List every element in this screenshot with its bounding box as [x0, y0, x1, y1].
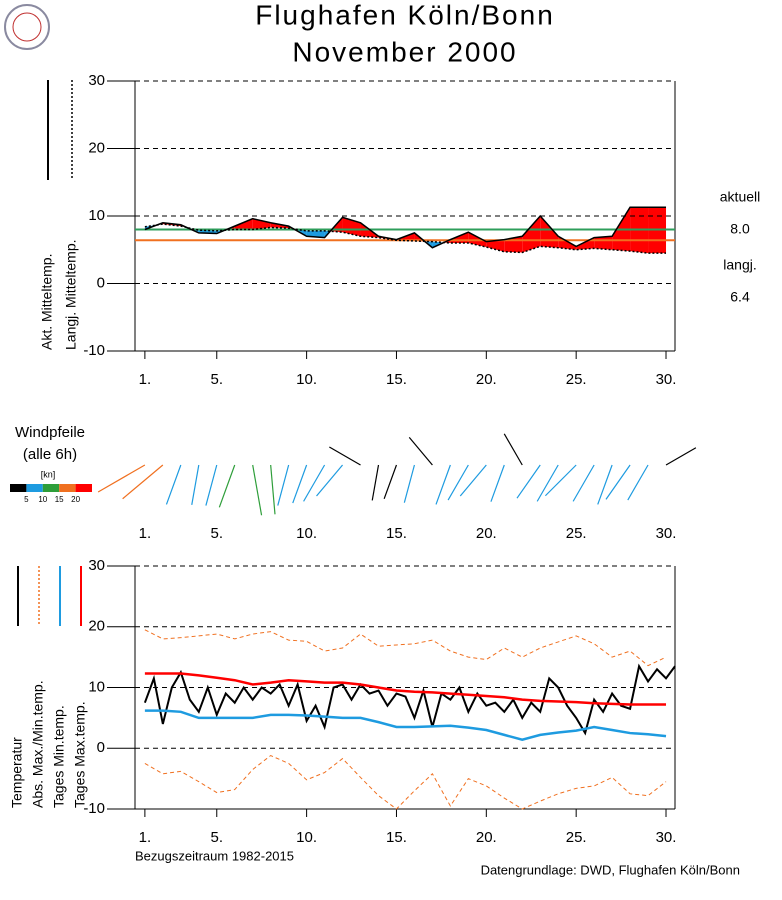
difference-fill	[522, 216, 541, 253]
wind-arrow	[490, 464, 505, 502]
y-tick-label: 30	[88, 72, 105, 89]
wind-arrow	[292, 464, 308, 504]
footer-right: Datengrundlage: DWD, Flughafen Köln/Bonn	[481, 862, 740, 877]
wind-arrow	[544, 464, 577, 497]
legend-label: Abs. Max./Min.temp.	[30, 680, 46, 808]
series-line	[144, 206, 667, 249]
legend-tick-label: 15	[55, 495, 64, 504]
wind-arrow	[572, 464, 595, 502]
y-tick-label: 10	[88, 678, 105, 695]
x-tick-label: 20.	[476, 525, 497, 542]
wind-arrow	[665, 447, 697, 466]
y-tick-label: 30	[88, 557, 105, 574]
logo	[4, 4, 50, 50]
y-tick-label: 20	[88, 139, 105, 156]
legend-title: [kn]	[41, 469, 56, 479]
y-tick-label: -10	[83, 342, 105, 359]
legend-label: Langj. Mitteltemp.	[63, 240, 79, 351]
series-line	[144, 709, 667, 742]
wind-arrow	[316, 464, 344, 497]
y-tick-label: 20	[88, 618, 105, 635]
legend-color	[10, 484, 27, 492]
wind-arrow	[97, 464, 146, 493]
difference-fill	[234, 218, 253, 230]
wind-arrow	[165, 464, 182, 505]
reference-name: aktuell	[720, 189, 760, 205]
x-tick-label: 25.	[566, 525, 587, 542]
reference-value: 8.0	[730, 221, 750, 237]
x-tick-label: 1.	[139, 371, 152, 388]
wind-arrow	[303, 464, 326, 502]
x-tick-label: 1.	[139, 829, 152, 846]
title: Flughafen Köln/Bonn	[255, 0, 555, 30]
wind-title: Windpfeile	[15, 424, 85, 441]
legend-color	[75, 484, 92, 492]
y-tick-label: 10	[88, 207, 105, 224]
x-tick-label: 20.	[476, 829, 497, 846]
wind-arrow	[270, 464, 276, 515]
x-tick-label: 10.	[296, 371, 317, 388]
x-tick-label: 25.	[566, 829, 587, 846]
reference-name: langj.	[723, 257, 756, 273]
legend-color	[26, 484, 43, 492]
x-tick-label: 15.	[386, 371, 407, 388]
subtitle: November 2000	[292, 36, 517, 67]
wind-arrow	[435, 464, 451, 505]
legend-label: Tages Min.temp.	[51, 705, 67, 808]
wind-arrow	[597, 464, 613, 505]
difference-fill	[594, 236, 613, 250]
wind-arrow	[403, 464, 416, 503]
legend-label: Temperatur	[9, 737, 25, 808]
legend-tick-label: 20	[71, 495, 80, 504]
wind-arrow	[536, 464, 559, 502]
wind-arrow	[252, 464, 263, 516]
wind-arrow	[605, 464, 631, 500]
legend-label: Akt. Mitteltemp.	[39, 254, 55, 350]
x-tick-label: 5.	[211, 525, 224, 542]
difference-fill	[486, 239, 505, 252]
wind-arrow	[516, 464, 541, 499]
wind-subtitle: (alle 6h)	[23, 446, 77, 463]
wind-arrow	[122, 464, 164, 500]
logo-inner	[12, 12, 42, 42]
x-tick-label: 5.	[211, 371, 224, 388]
wind-arrow	[459, 464, 487, 497]
legend-label: Tages Max.temp.	[72, 701, 88, 808]
x-tick-label: 25.	[566, 371, 587, 388]
x-tick-label: 30.	[656, 829, 677, 846]
difference-fill	[252, 218, 271, 230]
x-tick-label: 20.	[476, 371, 497, 388]
x-tick-label: 15.	[386, 525, 407, 542]
wind-arrow	[408, 437, 433, 466]
wind-arrow	[627, 464, 649, 501]
wind-arrow	[383, 464, 398, 500]
y-tick-label: -10	[83, 800, 105, 817]
reference-value: 6.4	[730, 289, 750, 305]
x-tick-label: 30.	[656, 525, 677, 542]
footer-left: Bezugszeitraum 1982-2015	[135, 848, 294, 863]
x-tick-label: 1.	[139, 525, 152, 542]
series-line	[144, 672, 667, 706]
legend-color	[42, 484, 60, 492]
wind-arrow	[371, 464, 380, 501]
x-tick-label: 10.	[296, 525, 317, 542]
wind-arrow	[205, 464, 218, 506]
wind-arrow	[329, 446, 361, 466]
wind-arrow	[277, 464, 290, 506]
wind-arrow	[218, 464, 236, 508]
x-tick-label: 5.	[211, 829, 224, 846]
wind-arrow	[503, 433, 523, 466]
wind-arrow	[191, 464, 200, 505]
y-tick-label: 0	[97, 739, 105, 756]
y-tick-label: 0	[97, 274, 105, 291]
x-tick-label: 15.	[386, 829, 407, 846]
wind-arrow	[447, 464, 469, 501]
legend-tick-label: 5	[24, 495, 29, 504]
legend-tick-label: 10	[38, 495, 47, 504]
x-tick-label: 10.	[296, 829, 317, 846]
legend-color	[59, 484, 76, 492]
x-tick-label: 30.	[656, 371, 677, 388]
